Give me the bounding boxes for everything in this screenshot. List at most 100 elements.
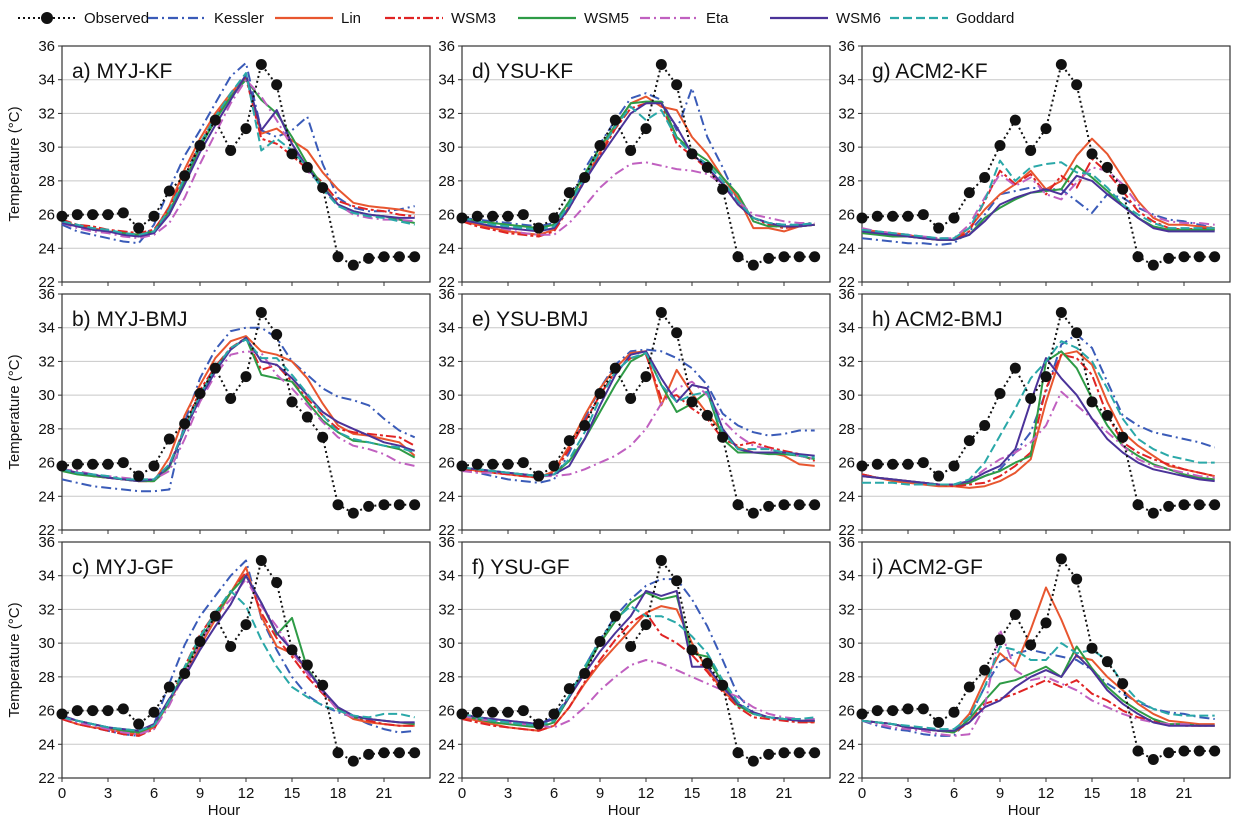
observed-point <box>286 644 298 656</box>
observed-point <box>579 419 591 431</box>
observed-point <box>301 659 313 671</box>
x-tick-label: 0 <box>58 785 66 802</box>
observed-point <box>563 435 575 447</box>
observed-point <box>117 703 129 715</box>
series-line-lin <box>861 137 1215 241</box>
y-tick-label: 22 <box>838 522 855 539</box>
y-tick-label: 28 <box>38 669 55 686</box>
y-tick-label: 30 <box>838 139 855 156</box>
observed-point <box>809 499 821 511</box>
observed-point <box>332 251 344 263</box>
series-line-kessler <box>461 87 815 228</box>
y-tick-label: 36 <box>838 286 855 303</box>
panel-7: 22 24 26 28 30 32 34 36 h) ACM2-BMJ <box>838 286 1231 539</box>
series-line-wsm6 <box>461 589 815 726</box>
observed-point <box>133 222 145 234</box>
y-tick-label: 22 <box>838 274 855 291</box>
observed-point <box>502 458 514 470</box>
observed-point <box>117 207 129 219</box>
observed-point <box>1163 747 1175 759</box>
x-tick-label: 3 <box>104 785 112 802</box>
panel-1: 22 24 26 28 30 32 34 36 b) MYJ-BMJ Temperature (°… <box>6 286 431 539</box>
series-line-wsm6 <box>861 357 1215 486</box>
observed-point <box>671 327 683 339</box>
y-tick-label: 36 <box>38 286 55 303</box>
observed-point <box>609 114 621 126</box>
observed-point <box>209 610 221 622</box>
observed-point <box>778 747 790 759</box>
series-line-kessler <box>61 326 416 493</box>
observed-point <box>548 460 560 472</box>
observed-point <box>671 575 683 587</box>
observed-point <box>179 667 191 679</box>
observed-point <box>963 435 975 447</box>
observed-point <box>1209 499 1221 511</box>
observed-point <box>533 718 545 730</box>
x-tick-label: 6 <box>550 785 558 802</box>
observed-point <box>1132 251 1144 263</box>
y-tick-label: 36 <box>838 38 855 55</box>
observed-point <box>887 458 899 470</box>
y-tick-label: 26 <box>838 207 855 224</box>
observed-point <box>179 170 191 182</box>
y-tick-label: 30 <box>438 387 455 404</box>
observed-point <box>856 460 868 472</box>
observed-point <box>763 748 775 760</box>
series-line-goddard <box>461 105 815 231</box>
observed-point <box>994 387 1006 399</box>
observed-point <box>1101 409 1113 421</box>
y-axis-label: Temperature (°C) <box>6 106 23 221</box>
y-tick-label: 22 <box>38 522 55 539</box>
series-line-goddard <box>61 589 415 732</box>
x-tick-label: 21 <box>1176 785 1193 802</box>
observed-point <box>409 747 421 759</box>
y-tick-label: 36 <box>438 38 455 55</box>
y-tick-label: 24 <box>438 736 455 753</box>
panel-title: b) MYJ-BMJ <box>72 308 188 331</box>
legend-label: WSM6 <box>836 10 881 27</box>
series-line-wsm5 <box>461 100 815 230</box>
observed-point <box>717 183 729 195</box>
observed-point <box>1071 327 1083 339</box>
panel-0: 22 24 26 28 30 32 34 36 a) MYJ-KF Temperature (°C… <box>6 38 431 291</box>
observed-point <box>301 411 313 423</box>
series-line-wsm6 <box>461 350 815 478</box>
y-tick-label: 34 <box>38 320 55 337</box>
panel-3: 22 24 26 28 30 32 34 36 d) YSU-KF <box>438 38 831 291</box>
observed-point <box>948 212 960 224</box>
x-axis-label: Hour <box>608 802 641 819</box>
x-tick-label: 18 <box>330 785 347 802</box>
legend-label: Observed <box>84 10 149 27</box>
observed-point <box>517 457 529 469</box>
observed-point <box>979 664 991 676</box>
observed-point <box>117 457 129 469</box>
observed-point <box>487 210 499 222</box>
x-tick-label: 9 <box>596 785 604 802</box>
observed-point <box>255 555 267 567</box>
y-tick-label: 26 <box>838 703 855 720</box>
y-tick-label: 24 <box>38 488 55 505</box>
observed-point <box>1193 745 1205 757</box>
observed-point <box>701 657 713 669</box>
observed-point <box>209 362 221 374</box>
observed-point <box>1071 573 1083 585</box>
observed-point <box>856 708 868 720</box>
series-line-observed <box>461 63 815 267</box>
y-tick-label: 32 <box>838 353 855 370</box>
observed-point <box>225 393 237 405</box>
series-line-observed <box>861 557 1215 761</box>
observed-point <box>209 114 221 126</box>
series-line-eta <box>61 350 415 481</box>
observed-point <box>148 210 160 222</box>
series-line-wsm5 <box>861 164 1215 241</box>
observed-point <box>1055 553 1067 565</box>
observed-point <box>347 755 359 767</box>
observed-point <box>671 79 683 91</box>
x-tick-label: 9 <box>996 785 1004 802</box>
legend-label: Eta <box>706 10 729 27</box>
y-tick-label: 32 <box>438 105 455 122</box>
observed-point <box>1025 393 1037 405</box>
series-line-wsm3 <box>61 571 415 737</box>
series-line-lin <box>461 605 815 732</box>
